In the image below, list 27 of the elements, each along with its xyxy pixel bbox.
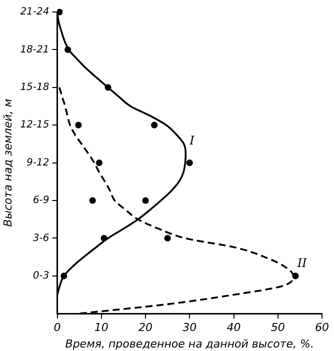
x-tick-label: 60 [315, 321, 329, 334]
point [89, 197, 96, 204]
point [142, 197, 149, 204]
y-axis-title: Высота над землей, м [1, 98, 14, 227]
x-tick-label: 50 [270, 321, 285, 334]
y-tick-label: 6-9 [32, 195, 50, 206]
x-tick-label: 40 [226, 321, 241, 334]
point [164, 234, 171, 242]
x-tick-label: 0 [54, 321, 61, 334]
x-tick-label: 30 [182, 321, 197, 334]
y-tick-label: 9-12 [26, 157, 50, 168]
y-tick-label: 0-3 [32, 270, 50, 282]
point [151, 122, 158, 128]
x-tick-label: 20 [138, 321, 153, 334]
y-tick-label: 21-24 [20, 6, 50, 18]
point [75, 122, 82, 128]
point [57, 8, 63, 16]
x-axis-title: Время, проведенное на данной высоте, %. [65, 337, 314, 350]
y-tick-label: 3-6 [32, 232, 50, 244]
y-tick-label: 12-15 [20, 120, 50, 131]
x-tick-label: 10 [94, 321, 108, 334]
point [96, 160, 102, 166]
series-label: I [188, 134, 195, 148]
y-tick-label: 15-18 [20, 82, 50, 93]
y-tick-label: 18-21 [20, 44, 50, 56]
series-label: II [296, 256, 308, 270]
point [186, 160, 193, 166]
